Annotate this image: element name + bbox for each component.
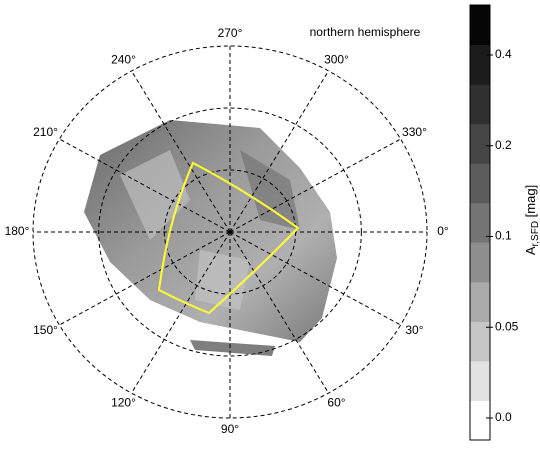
colorbar-band [470,360,490,401]
angle-label: 270° [218,26,243,40]
colorbar-frame [469,4,491,441]
colorbar-band [470,44,490,85]
grid-spoke [229,231,329,394]
colorbar-band [470,321,490,362]
grid-spoke [59,138,231,233]
angle-label: 120° [111,396,136,410]
colorbar-label-unit: [mag] [523,185,538,221]
colorbar-label-sub: r,SFD [530,221,540,247]
colorbar-band [470,163,490,204]
angle-label: 0° [437,224,449,238]
colorbar-band [470,281,490,322]
angle-label: 300° [324,53,349,67]
title: northern hemisphere [310,25,421,39]
colorbar-band [470,202,490,243]
colorbar-tick-label: 0.2 [495,138,512,152]
dust-map [84,120,337,356]
angle-label: 150° [33,323,58,337]
colorbar-band [470,242,490,283]
angle-label: 30° [405,323,423,337]
polar-grid [32,45,428,419]
grid-ring [98,107,362,357]
colorbar-label: Ar,SFD [mag] [523,185,540,255]
selection-outline [157,161,300,315]
grid-spoke [229,138,401,233]
grid-spoke [131,70,231,233]
colorbar-band [470,5,490,46]
colorbar-tick-label: 0.4 [495,47,512,61]
grid-spoke [59,231,231,326]
grid-spoke [229,70,329,233]
angle-label: 240° [111,53,136,67]
angle-label: 180° [5,224,30,238]
angle-label: 60° [327,396,345,410]
grid-spoke [131,231,231,394]
colorbar-band [470,400,490,441]
colorbar-label-main: A [523,246,538,255]
colorbar-tick-label: 0.05 [495,319,519,333]
angle-label: 210° [33,125,58,139]
colorbar-tick-label: 0.1 [495,229,512,243]
colorbar-band [470,84,490,125]
colorbar-band [470,123,490,164]
angle-label: 90° [221,422,239,436]
colorbar-tick-label: 0.0 [495,410,512,424]
grid-spoke [229,231,401,326]
angle-label: 330° [402,125,427,139]
